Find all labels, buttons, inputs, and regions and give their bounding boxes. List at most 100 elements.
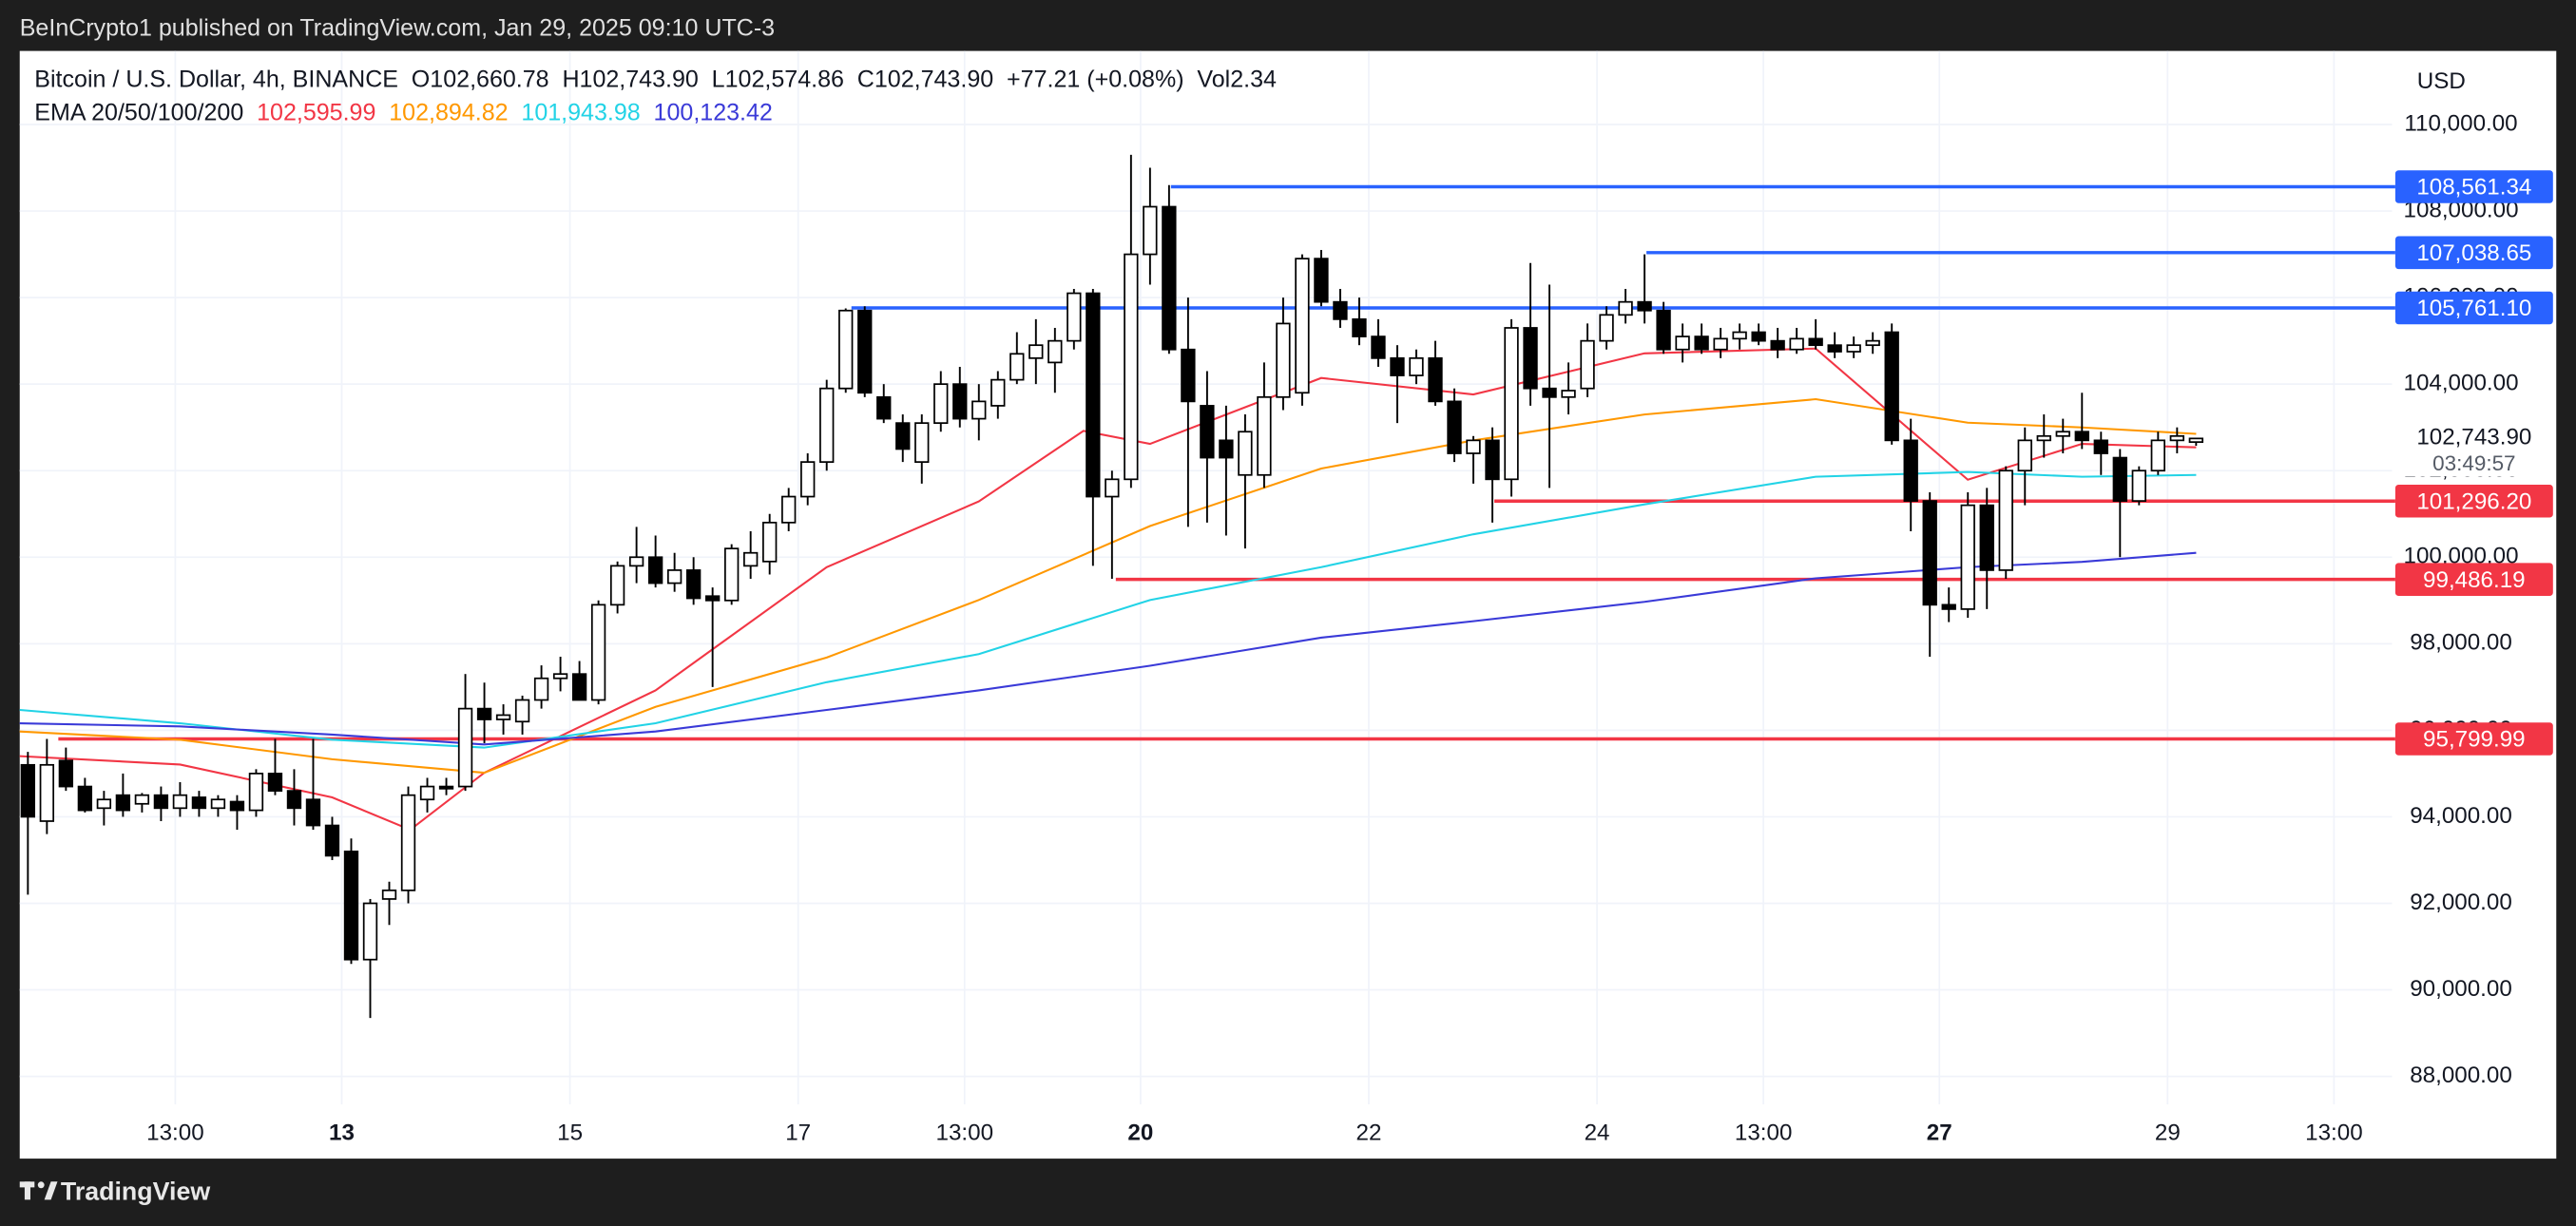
candle-body — [1200, 405, 1215, 459]
candle-body — [1276, 322, 1291, 398]
candle-body — [1865, 339, 1880, 347]
ema-value: 102,894.82 — [389, 99, 508, 125]
candle-body — [2093, 439, 2108, 454]
candle-body — [1162, 205, 1177, 351]
candle-body — [1941, 603, 1956, 610]
candle-body — [2017, 439, 2032, 472]
level-label: 101,296.20 — [2416, 488, 2531, 514]
candle-body — [781, 495, 797, 524]
candle-body — [20, 763, 36, 818]
candle-body — [2188, 437, 2204, 444]
candle-body — [1751, 331, 1766, 342]
symbol-legend: Bitcoin / U.S. Dollar, 4h, BINANCE O102,6… — [34, 66, 1277, 92]
x-tick-label: 13:00 — [146, 1121, 204, 1146]
level-badge — [2394, 722, 2553, 756]
candle-body — [971, 400, 987, 420]
plot — [19, 50, 2395, 1105]
candle-body — [1694, 335, 1709, 351]
candle-body — [1770, 339, 1785, 351]
candle-body — [438, 785, 454, 790]
candle-body — [1922, 500, 1937, 606]
candle-body — [1009, 353, 1025, 381]
candle-body — [533, 677, 549, 701]
candle-body — [1143, 205, 1158, 256]
candle-body — [666, 569, 682, 584]
candle-body — [1333, 300, 1348, 320]
candle-body — [1561, 390, 1576, 398]
x-tick-label: 17 — [785, 1121, 811, 1146]
candle-body — [1846, 344, 1861, 353]
last-price: 102,743.90 — [2416, 425, 2531, 450]
level-label: 107,038.65 — [2416, 240, 2531, 266]
ohlc-item: O102,660.78 — [412, 66, 549, 92]
candle-body — [362, 902, 378, 961]
y-tick-label: 88,000.00 — [2410, 1063, 2512, 1088]
ema-line — [19, 397, 2197, 775]
logo-part — [44, 1181, 58, 1200]
candle-body — [1428, 356, 1443, 403]
candle-body — [895, 422, 911, 450]
chart-panel — [19, 50, 2557, 1159]
level-badge — [2394, 563, 2553, 596]
candle-body — [1789, 337, 1804, 351]
brand-name: TradingView — [61, 1177, 210, 1205]
candle-body — [1675, 335, 1690, 351]
x-tick-label: 24 — [1585, 1121, 1610, 1146]
candle-body — [419, 785, 435, 801]
x-tick-label: 15 — [557, 1121, 583, 1146]
candle-body — [1447, 400, 1462, 454]
candle-body — [1618, 300, 1633, 316]
candle-body — [400, 794, 416, 891]
y-tick-label: 110,000.00 — [2404, 110, 2517, 136]
candle-body — [1808, 337, 1823, 347]
ema-line — [19, 551, 2197, 746]
candle-body — [39, 763, 55, 822]
candle-body — [172, 794, 188, 810]
candle-body — [1732, 331, 1747, 340]
candle-body — [819, 387, 835, 463]
candle-body — [1219, 439, 1234, 459]
ema-line — [19, 347, 2197, 832]
publisher: BeInCrypto1 published on TradingView.com… — [20, 15, 775, 42]
candle-body — [1028, 344, 1044, 359]
candle-body — [990, 378, 1006, 407]
ohlc-item: C102,743.90 — [857, 66, 993, 92]
candle-body — [1542, 387, 1557, 398]
candle-body — [723, 547, 740, 602]
candle-body — [58, 759, 74, 788]
candle-body — [381, 889, 397, 900]
candle-body — [495, 714, 511, 720]
indicator: EMA 20/50/100/200 — [34, 99, 243, 125]
level-badge — [2394, 291, 2553, 325]
candle-body — [1352, 318, 1367, 337]
x-tick-label: 20 — [1127, 1121, 1153, 1146]
candle-body — [1580, 339, 1595, 390]
candle-body — [1390, 356, 1405, 376]
candle-body — [153, 794, 169, 810]
candle-body — [2036, 434, 2051, 442]
candle-body — [1979, 504, 1994, 571]
x-tick-label: 13:00 — [1735, 1121, 1793, 1146]
currency: USD — [2417, 68, 2466, 94]
ohlc-item: L102,574.86 — [712, 66, 844, 92]
candle-body — [210, 798, 226, 810]
candle-body — [134, 794, 150, 805]
candle-body — [1238, 431, 1253, 476]
candle-body — [1181, 348, 1196, 403]
candle-body — [1466, 439, 1481, 454]
y-tick-label: 94,000.00 — [2410, 803, 2512, 829]
ohlc-item: H102,743.90 — [562, 66, 698, 92]
candle-body — [1409, 356, 1424, 376]
ema-value: 102,595.99 — [257, 99, 375, 125]
x-tick-label: 13 — [329, 1121, 355, 1146]
candle-body — [191, 796, 207, 810]
candle-body — [1086, 292, 1101, 498]
price-badge — [2394, 420, 2553, 477]
x-tick-label: 22 — [1356, 1121, 1382, 1146]
candle-body — [743, 551, 759, 567]
candle-body — [1884, 331, 1899, 442]
logo-part — [37, 1181, 45, 1189]
level-badge — [2394, 170, 2553, 203]
